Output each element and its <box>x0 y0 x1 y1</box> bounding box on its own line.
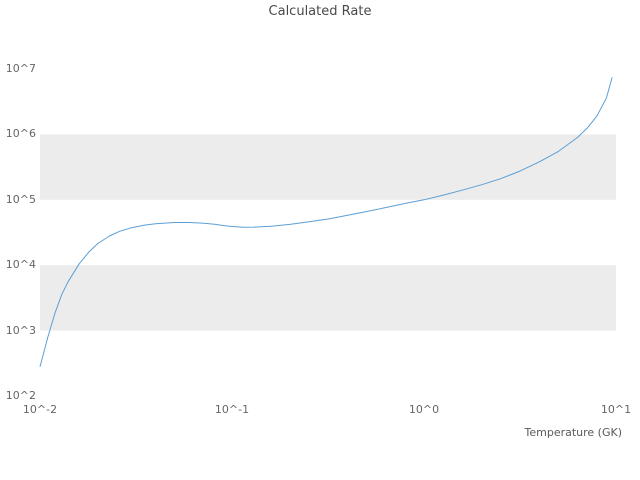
rate-line <box>39 77 613 367</box>
y-tick-label: 10^3 <box>5 323 36 337</box>
x-tick-label: 10^-1 <box>214 403 250 416</box>
x-tick-label: 10^0 <box>408 403 440 416</box>
x-tick-label: 10^1 <box>600 403 632 416</box>
y-tick-label: 10^4 <box>5 258 36 272</box>
x-axis-label: Temperature (GK) <box>524 426 623 439</box>
chart-title: Calculated Rate <box>268 4 372 19</box>
grid-band <box>40 134 616 200</box>
x-tick-label: 10^-2 <box>22 403 58 416</box>
grid-band <box>40 265 616 331</box>
y-tick-label: 10^6 <box>5 127 36 141</box>
y-tick-label: 10^2 <box>5 389 36 402</box>
y-tick-label: 10^5 <box>5 192 36 206</box>
y-tick-label: 10^7 <box>5 62 36 75</box>
